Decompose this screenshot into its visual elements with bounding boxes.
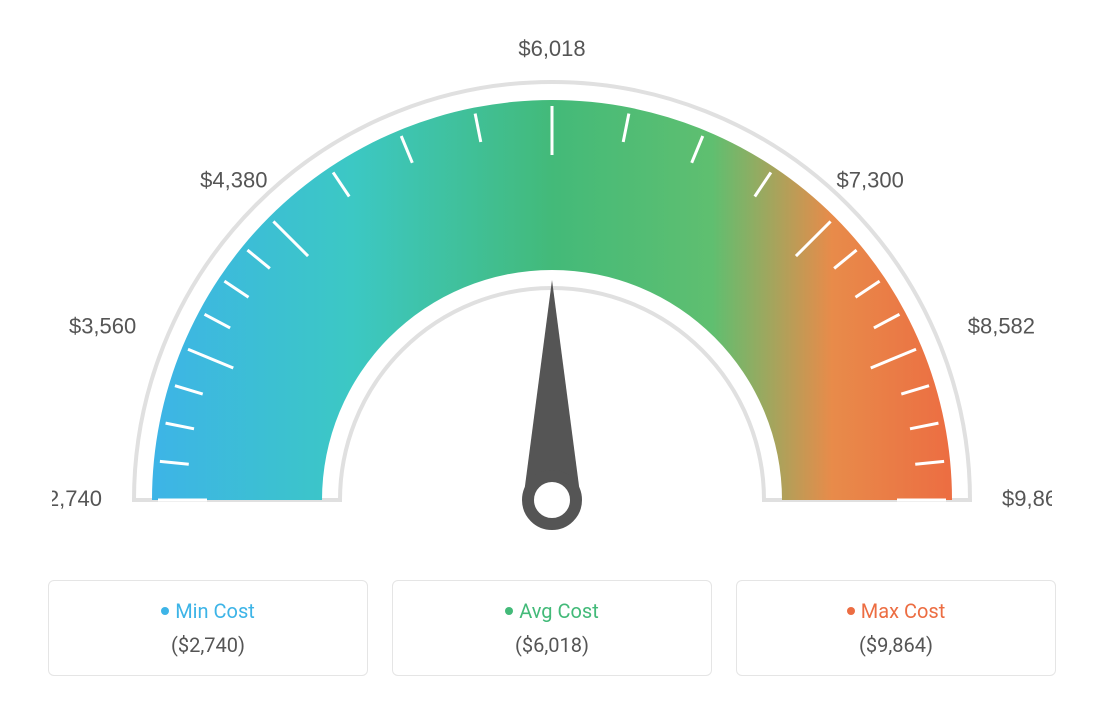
- svg-text:$7,300: $7,300: [837, 168, 904, 193]
- legend-value-min: ($2,740): [59, 633, 357, 657]
- legend-label-max: Max Cost: [861, 599, 946, 623]
- legend-label-avg: Avg Cost: [519, 599, 599, 623]
- legend-value-avg: ($6,018): [403, 633, 701, 657]
- legend-row: Min Cost ($2,740) Avg Cost ($6,018) Max …: [30, 580, 1074, 676]
- legend-label-min: Min Cost: [175, 599, 255, 623]
- legend-card-min: Min Cost ($2,740): [48, 580, 368, 676]
- legend-card-avg: Avg Cost ($6,018): [392, 580, 712, 676]
- svg-text:$4,380: $4,380: [200, 168, 267, 193]
- dot-icon: [161, 607, 169, 615]
- svg-text:$8,582: $8,582: [968, 314, 1035, 339]
- svg-text:$2,740: $2,740: [52, 486, 102, 511]
- gauge-svg: $2,740 $3,560 $4,380 $6,018 $7,300 $8,582 $9,8…: [52, 30, 1052, 550]
- svg-text:$3,560: $3,560: [69, 314, 136, 339]
- legend-title-max: Max Cost: [747, 599, 1045, 623]
- legend-title-min: Min Cost: [59, 599, 357, 623]
- legend-value-max: ($9,864): [747, 633, 1045, 657]
- dot-icon: [505, 607, 513, 615]
- legend-card-max: Max Cost ($9,864): [736, 580, 1056, 676]
- svg-text:$9,864: $9,864: [1002, 486, 1052, 511]
- legend-title-avg: Avg Cost: [403, 599, 701, 623]
- svg-text:$6,018: $6,018: [518, 36, 585, 61]
- gauge-chart: $2,740 $3,560 $4,380 $6,018 $7,300 $8,582 $9,8…: [30, 30, 1074, 550]
- dot-icon: [847, 607, 855, 615]
